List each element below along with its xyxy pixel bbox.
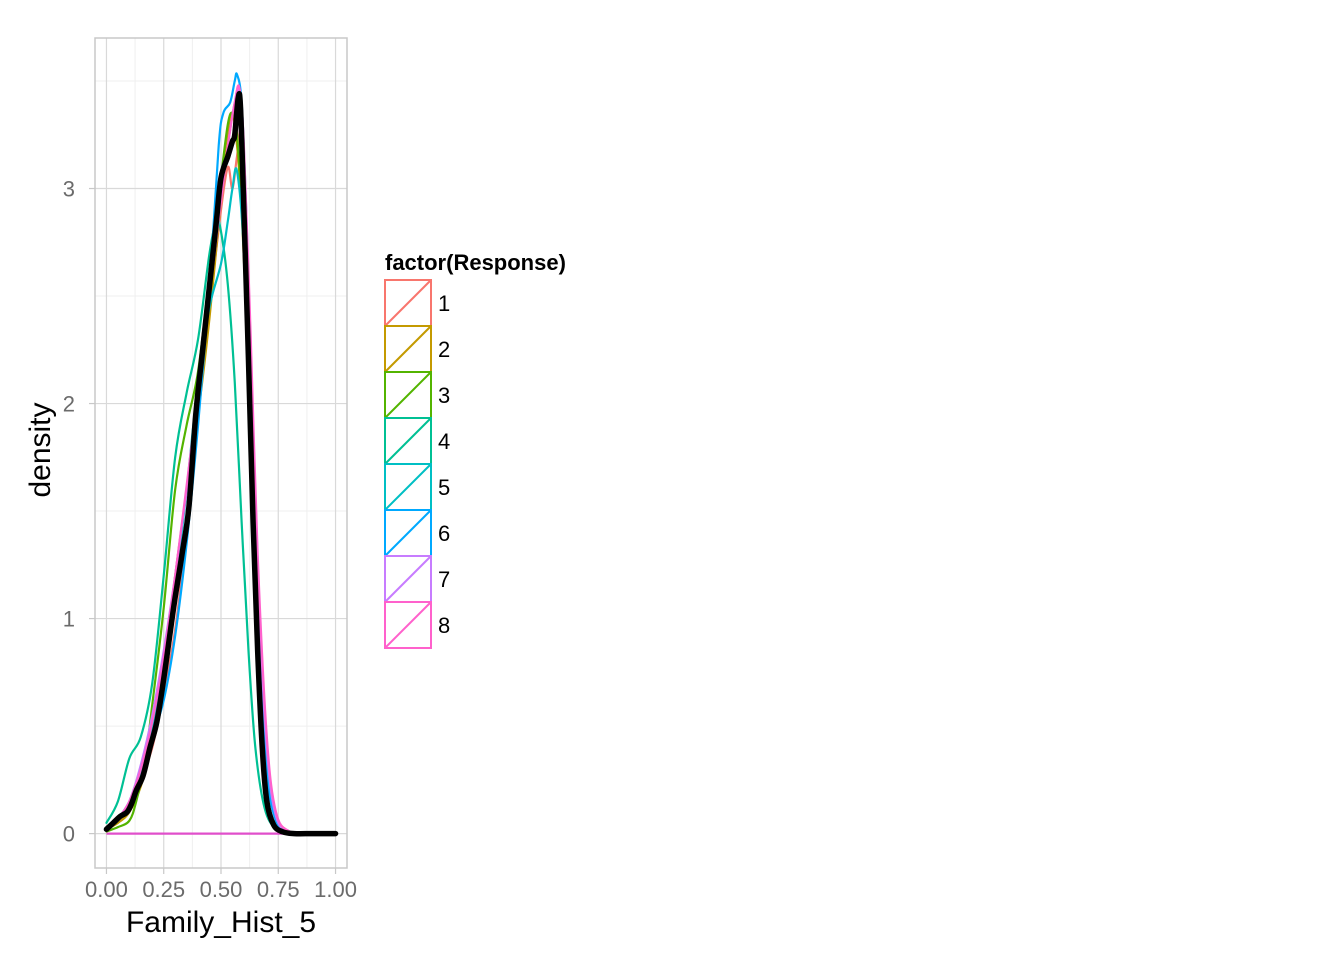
legend-key-box: [384, 601, 432, 649]
legend-title: factor(Response): [385, 250, 566, 275]
x-tick-label: 1.00: [314, 877, 357, 902]
legend-item-3: 3: [384, 371, 450, 419]
y-axis-title: density: [24, 402, 57, 497]
x-axis-title: Family_Hist_5: [126, 906, 316, 939]
legend-item-1: 1: [384, 279, 450, 327]
legend-label: 6: [438, 521, 450, 546]
legend-item-5: 5: [384, 463, 450, 511]
legend-label: 1: [438, 291, 450, 316]
legend-label: 3: [438, 383, 450, 408]
legend: factor(Response) 1 2 3 4 5 6 7 8: [384, 250, 566, 649]
x-tick-label: 0.00: [85, 877, 128, 902]
legend-item-4: 4: [384, 417, 450, 465]
legend-key-diagonal: [384, 417, 432, 465]
y-tick-label: 3: [63, 177, 75, 202]
legend-key-diagonal: [384, 601, 432, 649]
series-layer: [103, 72, 339, 837]
legend-key-diagonal: [384, 371, 432, 419]
legend-label: 5: [438, 475, 450, 500]
legend-item-2: 2: [384, 325, 450, 373]
legend-key-diagonal: [384, 279, 432, 327]
legend-label: 7: [438, 567, 450, 592]
legend-label: 2: [438, 337, 450, 362]
x-tick-label: 0.75: [257, 877, 300, 902]
legend-key-diagonal: [384, 555, 432, 603]
x-tick-label: 0.50: [200, 877, 243, 902]
y-tick-label: 0: [63, 822, 75, 847]
grid-major: [95, 38, 347, 868]
density-line-4: [105, 218, 337, 836]
density-line-overall: [103, 91, 339, 837]
y-tick-label: 1: [63, 607, 75, 632]
legend-items: 1 2 3 4 5 6 7 8: [384, 279, 450, 649]
legend-item-7: 7: [384, 555, 450, 603]
legend-item-8: 8: [384, 601, 450, 649]
legend-label: 8: [438, 613, 450, 638]
legend-key-diagonal: [384, 463, 432, 511]
y-tick-label: 2: [63, 392, 75, 417]
legend-key-diagonal: [384, 325, 432, 373]
legend-item-6: 6: [384, 509, 450, 557]
x-axis-ticks: 0.00 0.25 0.50 0.75 1.00: [85, 868, 357, 902]
density-line-8: [105, 84, 337, 835]
y-axis-ticks: 0 1 2 3: [63, 177, 95, 847]
legend-key-diagonal: [384, 509, 432, 557]
legend-label: 4: [438, 429, 450, 454]
x-tick-label: 0.25: [142, 877, 185, 902]
